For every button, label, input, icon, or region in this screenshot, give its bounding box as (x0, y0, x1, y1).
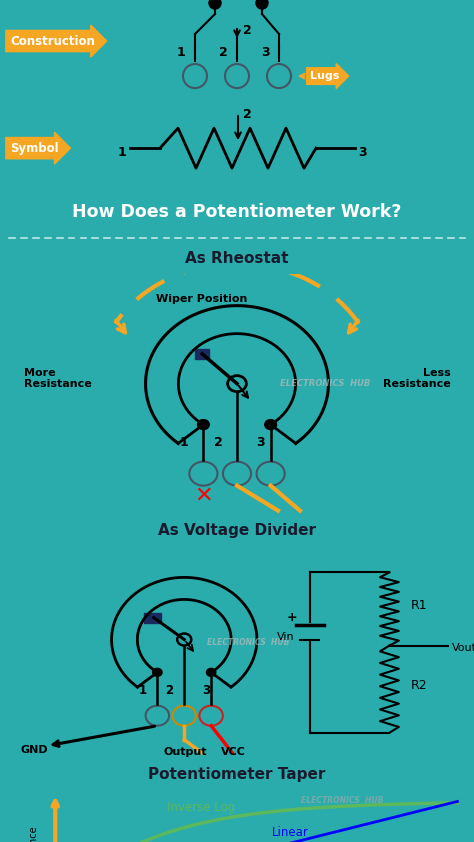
Text: ✕: ✕ (194, 486, 213, 506)
Text: 3: 3 (202, 684, 210, 696)
Text: Output: Output (163, 747, 207, 757)
Text: R2: R2 (410, 679, 427, 692)
Text: 3: 3 (261, 46, 270, 59)
Text: ELECTRONICS  HUB: ELECTRONICS HUB (208, 638, 290, 647)
Circle shape (198, 419, 209, 429)
Text: Vout: Vout (452, 642, 474, 653)
Text: Lugs: Lugs (300, 71, 339, 81)
Text: ELECTRONICS  HUB: ELECTRONICS HUB (280, 379, 370, 388)
Text: GND: GND (20, 745, 48, 754)
Text: 2: 2 (165, 684, 173, 696)
Text: As Rheostat: As Rheostat (185, 252, 289, 266)
Text: stance: stance (28, 825, 38, 842)
Text: 1: 1 (138, 684, 146, 696)
Text: 2: 2 (219, 46, 228, 59)
Text: Symbol: Symbol (10, 141, 59, 155)
Circle shape (209, 0, 221, 9)
Circle shape (153, 669, 162, 676)
Text: 1: 1 (177, 46, 186, 59)
Text: Wiper Position: Wiper Position (156, 294, 247, 304)
Bar (144, 613, 161, 622)
Text: Construction: Construction (10, 35, 95, 47)
Text: Vin: Vin (277, 632, 294, 642)
Text: How Does a Potentiometer Work?: How Does a Potentiometer Work? (73, 203, 401, 221)
Text: 3: 3 (358, 147, 366, 159)
Text: 2: 2 (243, 108, 252, 121)
Text: Potentiometer Taper: Potentiometer Taper (148, 767, 326, 782)
Text: Inverse Log: Inverse Log (167, 802, 235, 814)
Text: 3: 3 (256, 435, 265, 449)
Text: As Voltage Divider: As Voltage Divider (158, 523, 316, 538)
Circle shape (256, 0, 268, 9)
Text: ELECTRONICS  HUB: ELECTRONICS HUB (301, 797, 384, 806)
Text: +: + (286, 611, 297, 625)
Text: 1: 1 (180, 435, 189, 449)
Text: 2: 2 (243, 24, 252, 37)
Bar (195, 349, 209, 359)
Text: R1: R1 (410, 599, 427, 612)
Text: Less
Resistance: Less Resistance (383, 368, 450, 390)
Circle shape (207, 669, 216, 676)
Text: VCC: VCC (220, 747, 246, 757)
Text: 2: 2 (214, 435, 222, 449)
Circle shape (265, 419, 276, 429)
Text: More
Resistance: More Resistance (24, 368, 91, 390)
Text: Linear: Linear (272, 826, 309, 839)
Text: 1: 1 (118, 147, 127, 159)
